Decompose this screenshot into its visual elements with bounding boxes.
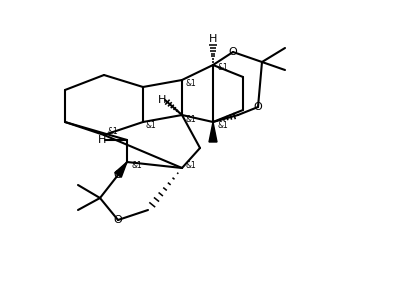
Text: O: O bbox=[228, 47, 237, 57]
Polygon shape bbox=[209, 122, 217, 142]
Text: &1: &1 bbox=[217, 64, 228, 72]
Text: &1: &1 bbox=[186, 160, 197, 170]
Text: H: H bbox=[158, 95, 166, 105]
Text: &1: &1 bbox=[131, 160, 142, 170]
Text: &1: &1 bbox=[217, 121, 228, 129]
Polygon shape bbox=[115, 162, 127, 177]
Text: O: O bbox=[114, 215, 122, 225]
Text: &1: &1 bbox=[185, 78, 196, 88]
Text: H: H bbox=[209, 34, 217, 44]
Text: &1: &1 bbox=[146, 121, 157, 129]
Text: O: O bbox=[114, 170, 122, 180]
Text: &1: &1 bbox=[107, 127, 118, 137]
Text: H: H bbox=[98, 135, 106, 145]
Text: O: O bbox=[253, 102, 263, 112]
Text: &1: &1 bbox=[185, 115, 196, 124]
